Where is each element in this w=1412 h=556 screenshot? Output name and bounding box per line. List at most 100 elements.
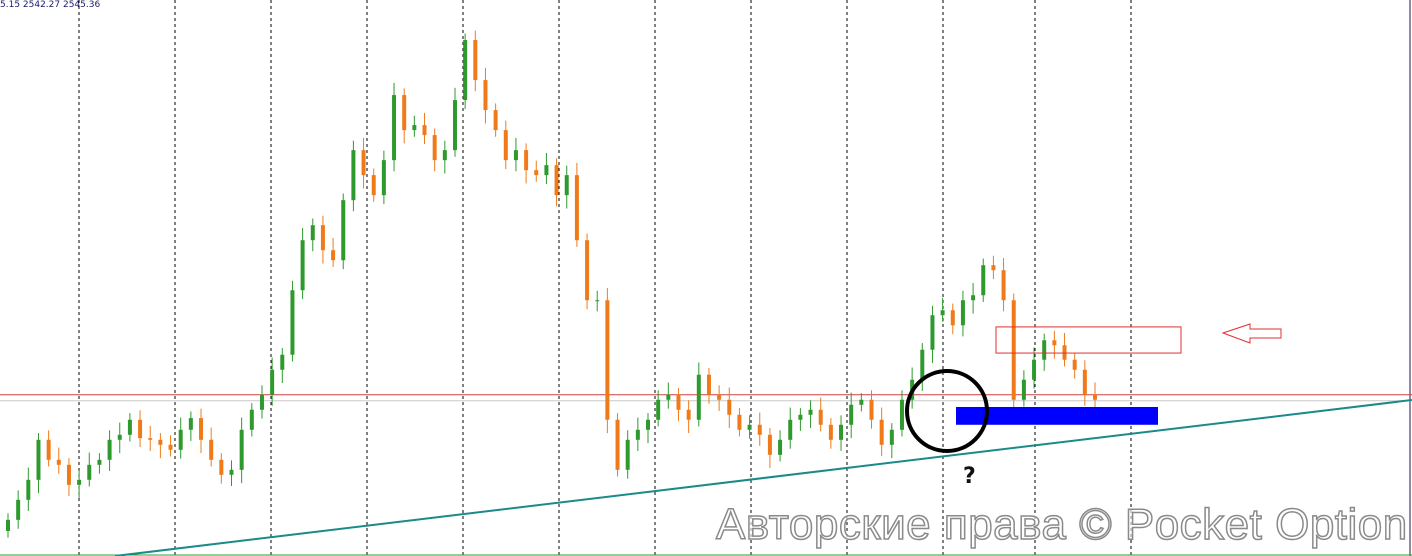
candle-bull xyxy=(595,300,600,302)
candle-bear xyxy=(1062,345,1067,360)
candle-bear xyxy=(66,464,71,485)
candle-bull xyxy=(107,439,112,460)
candle-bull xyxy=(270,369,275,395)
candle-bear xyxy=(331,250,336,261)
candle-bear xyxy=(1001,270,1006,301)
candle-bull xyxy=(26,479,31,500)
candle-bear xyxy=(1052,340,1057,346)
candle-bear xyxy=(534,170,539,176)
candle-bull xyxy=(564,175,569,196)
candle-bear xyxy=(1011,300,1016,400)
candle-bull xyxy=(696,374,701,420)
candle-bull xyxy=(351,150,356,201)
candle-bull xyxy=(625,439,630,470)
candle-bear xyxy=(148,438,153,440)
candle-bull xyxy=(239,429,244,470)
candle-bull xyxy=(259,394,264,410)
candle-bull xyxy=(1032,359,1037,380)
candle-bear xyxy=(717,394,722,400)
candle-bear xyxy=(757,424,762,435)
ohlc-readout: 5.15 2542.27 2545.36 xyxy=(0,0,101,10)
candle-bear xyxy=(219,459,224,475)
candle-bull xyxy=(747,424,752,430)
candle-bull xyxy=(788,419,793,440)
candle-bull xyxy=(798,414,803,420)
candle-bear xyxy=(371,175,376,196)
candle-bull xyxy=(920,349,925,380)
candle-bear xyxy=(422,125,427,136)
candle-bull xyxy=(16,499,21,520)
candle-bull xyxy=(899,399,904,430)
candle-bear xyxy=(818,409,823,425)
candle-bear xyxy=(402,95,407,131)
candle-bear xyxy=(138,419,143,439)
candle-bull xyxy=(97,459,102,465)
candle-bear xyxy=(727,399,732,415)
candle-bear xyxy=(706,374,711,395)
candle-bull xyxy=(1042,340,1047,360)
candle-bull xyxy=(635,429,640,440)
candle-bear xyxy=(1093,394,1097,400)
trendline xyxy=(114,399,1412,556)
candle-bear xyxy=(686,409,691,420)
candle-bull xyxy=(666,394,671,400)
candle-bear xyxy=(1082,369,1087,395)
candle-bear xyxy=(493,110,498,131)
candle-bull xyxy=(310,225,315,241)
candle-bear xyxy=(524,150,529,171)
left-arrow-icon xyxy=(1221,323,1282,344)
candle-bear xyxy=(676,394,681,410)
candle-bull xyxy=(341,200,346,261)
candle-bull xyxy=(778,439,783,455)
candle-bull xyxy=(36,439,41,480)
candle-bull xyxy=(280,354,285,370)
candle-bull xyxy=(544,165,549,176)
candle-bear xyxy=(605,300,610,420)
candle-bear xyxy=(56,459,61,465)
resistance-zone xyxy=(995,326,1182,354)
candle-bear xyxy=(158,439,163,445)
candle-bull xyxy=(808,409,813,415)
candle-bull xyxy=(981,265,986,296)
candle-bull xyxy=(971,295,976,301)
candle-bull xyxy=(188,418,193,430)
candle-bear xyxy=(361,150,366,176)
candle-bear xyxy=(828,424,833,440)
watermark: Авторские права © Pocket Option xyxy=(715,499,1408,550)
candle-bull xyxy=(127,419,132,435)
candle-bull xyxy=(77,479,82,485)
candle-bear xyxy=(1072,359,1077,370)
candle-bull xyxy=(412,125,417,131)
candle-bear xyxy=(46,439,51,460)
candle-bull xyxy=(859,399,864,405)
candle-bull xyxy=(229,469,234,475)
candle-bull xyxy=(442,150,447,161)
candle-bull xyxy=(1021,379,1026,400)
candle-bear xyxy=(585,240,590,301)
candle-bear xyxy=(879,419,884,445)
candle-bear xyxy=(991,265,996,271)
candle-bull xyxy=(849,404,854,425)
candle-bull xyxy=(513,150,518,161)
candle-bull xyxy=(392,95,397,161)
candle-bull xyxy=(930,315,935,350)
candle-bull xyxy=(656,399,661,420)
support-zone xyxy=(956,406,1158,425)
candle-bear xyxy=(209,439,214,460)
candle-bear xyxy=(950,310,955,326)
candle-bull xyxy=(290,290,295,355)
candle-bull xyxy=(117,434,122,440)
candle-bear xyxy=(432,135,437,161)
candle-bear xyxy=(473,40,478,81)
candle-bull xyxy=(300,240,305,291)
candle-bull xyxy=(839,424,844,440)
candle-bear xyxy=(483,80,488,111)
candle-bear xyxy=(574,175,579,241)
highlight-circle xyxy=(905,369,989,453)
candle-bear xyxy=(615,419,620,470)
candle-bear xyxy=(168,444,173,450)
candle-bear xyxy=(554,165,559,196)
candle-bull xyxy=(463,40,468,101)
